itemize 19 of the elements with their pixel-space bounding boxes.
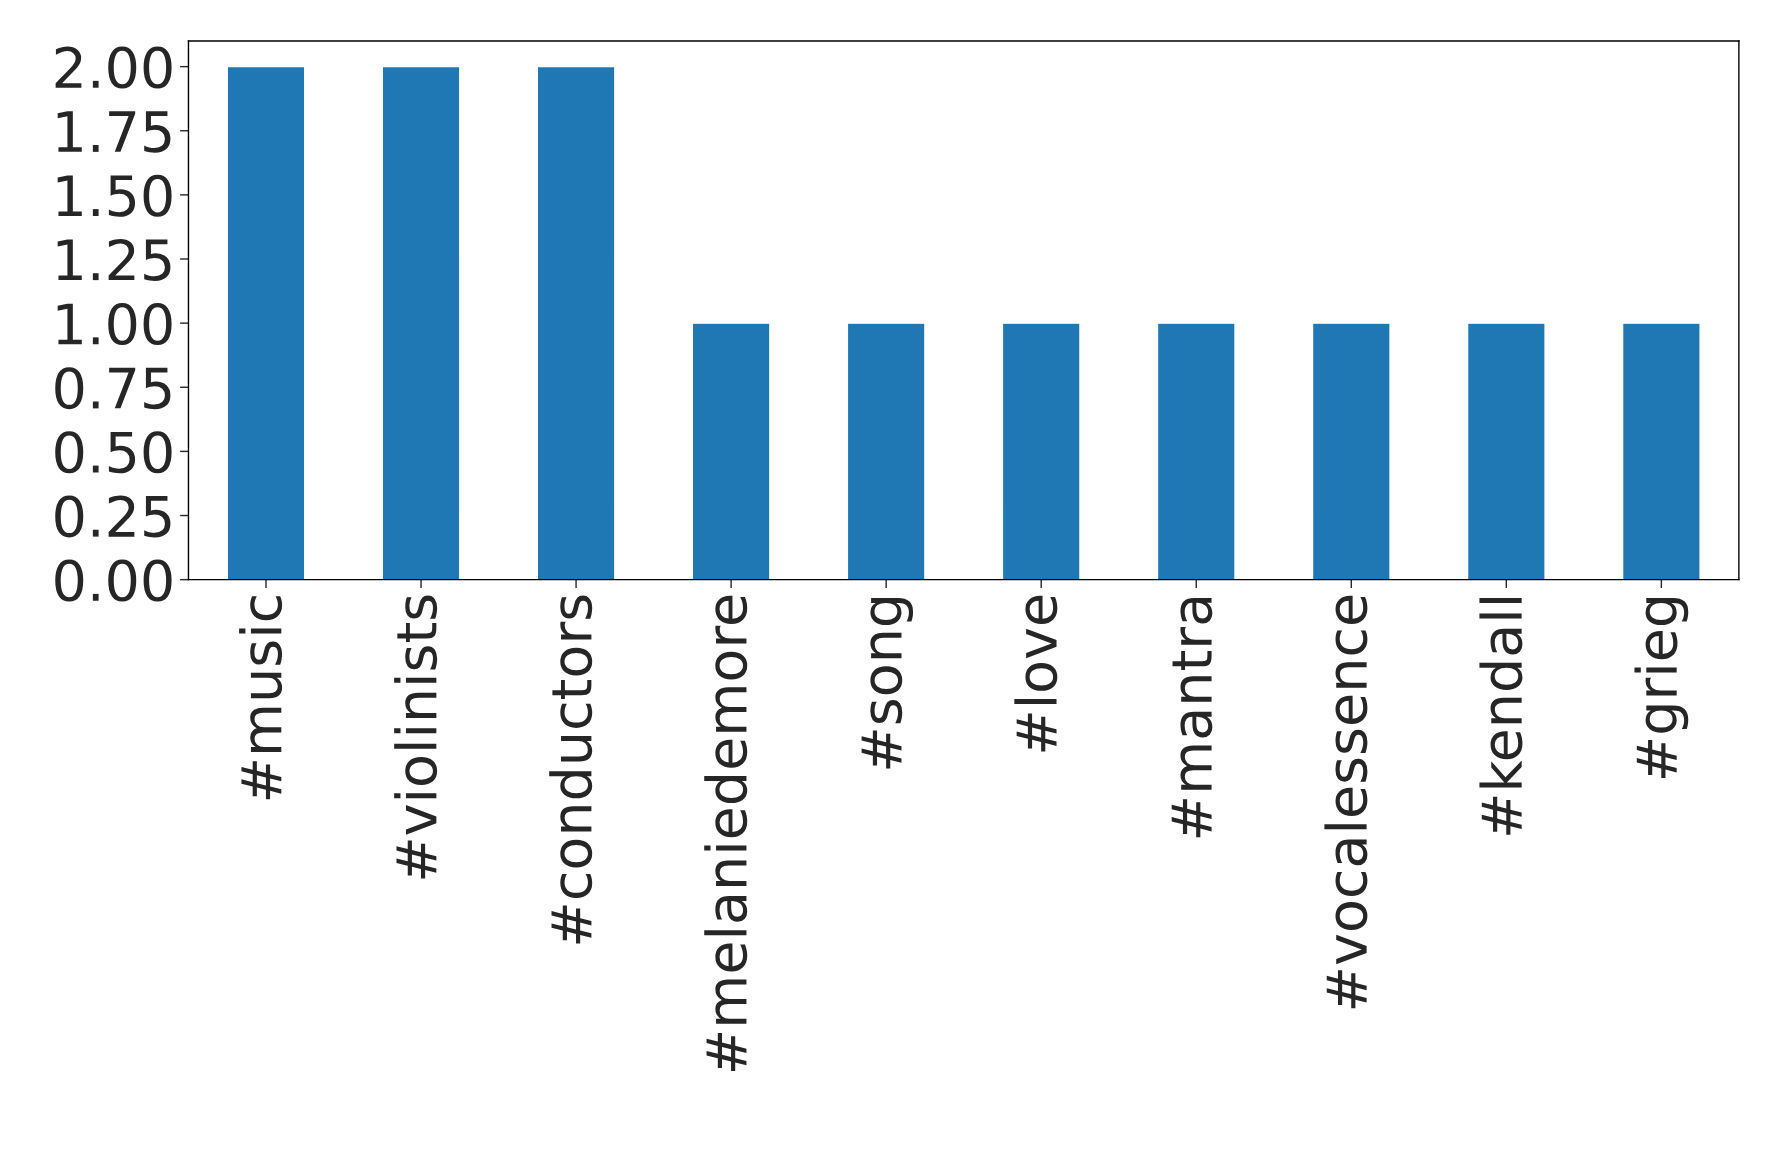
y-tick-label: 0.75: [55, 367, 171, 410]
y-tick-label: 0.50: [55, 431, 172, 474]
y-tick-label: 1.25: [57, 238, 171, 281]
y-tick-label: 1.00: [57, 303, 172, 346]
x-tick-label: #melaniedemore: [704, 595, 748, 1072]
x-tick-label: #kendall: [1479, 598, 1523, 835]
x-tick-label: #conductors: [549, 595, 593, 944]
y-tick-label: 0.00: [55, 559, 172, 602]
y-tick-label: 0.25: [55, 495, 171, 538]
x-tick-label: #love: [1014, 595, 1058, 752]
y-tick-label: 2.00: [55, 46, 172, 89]
x-tick-label: #grieg: [1634, 597, 1689, 779]
x-tick-label: #violinists: [394, 595, 438, 879]
y-tick-label: 1.75: [57, 111, 171, 153]
x-tick-label: #mantra: [1171, 597, 1213, 838]
y-tick-label: 1.50: [57, 174, 172, 217]
x-tick-label: #song: [861, 597, 914, 769]
x-tick-label: #music: [239, 596, 283, 800]
x-tick-label: #vocalessence: [1324, 595, 1368, 1009]
